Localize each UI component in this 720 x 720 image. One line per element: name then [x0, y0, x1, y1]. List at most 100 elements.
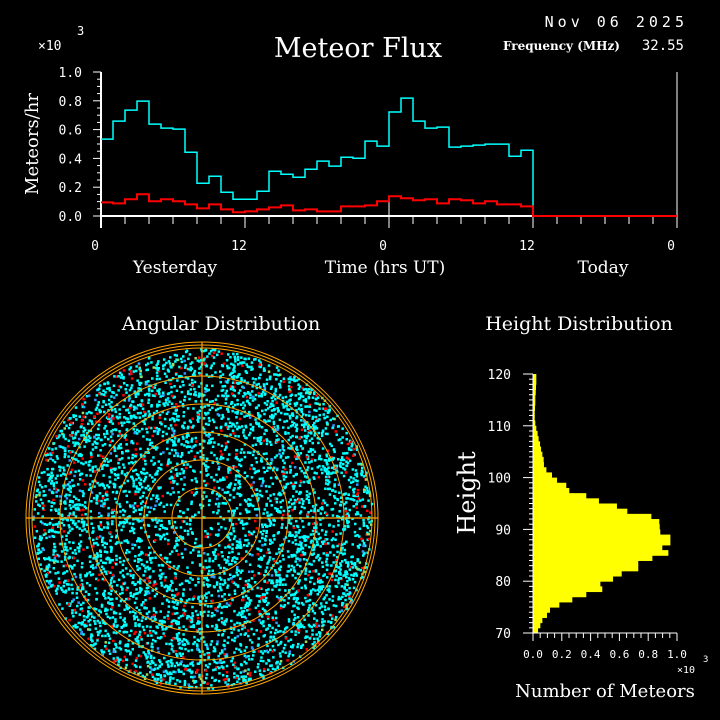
- meteor-point: [206, 482, 209, 485]
- meteor-point: [148, 557, 152, 560]
- meteor-point: [229, 471, 232, 474]
- meteor-point: [125, 391, 128, 394]
- meteor-point: [101, 482, 104, 486]
- meteor-point: [287, 509, 291, 513]
- meteor-point: [101, 467, 104, 470]
- meteor-point: [206, 614, 210, 617]
- meteor-point: [73, 504, 77, 507]
- meteor-point: [189, 362, 192, 366]
- meteor-point: [247, 504, 251, 507]
- meteor-point: [260, 587, 263, 590]
- meteor-point: [332, 604, 336, 607]
- meteor-point: [126, 479, 129, 483]
- meteor-point: [311, 633, 314, 636]
- meteor-point: [137, 623, 140, 627]
- meteor-point: [346, 565, 350, 568]
- meteor-point: [83, 438, 86, 441]
- meteor-point: [260, 558, 263, 561]
- meteor-point: [36, 488, 39, 491]
- meteor-point: [145, 514, 149, 517]
- meteor-point: [317, 441, 320, 445]
- meteor-point: [259, 613, 262, 616]
- meteor-point: [233, 665, 236, 668]
- meteor-point: [71, 479, 74, 482]
- meteor-point: [174, 360, 177, 363]
- meteor-point: [102, 561, 105, 564]
- day-label-today: Today: [578, 258, 629, 278]
- meteor-point: [69, 487, 72, 490]
- meteor-point: [301, 447, 305, 450]
- meteor-point: [205, 643, 208, 646]
- meteor-point: [257, 382, 260, 386]
- meteor-point: [236, 427, 239, 431]
- meteor-point: [242, 677, 245, 681]
- meteor-point: [220, 661, 223, 664]
- flux-y-tick-label: 0.0: [59, 210, 82, 225]
- meteor-point: [94, 608, 98, 611]
- meteor-point: [147, 610, 151, 614]
- meteor-point: [232, 575, 235, 578]
- meteor-point: [172, 432, 176, 435]
- meteor-point: [190, 675, 193, 679]
- meteor-point: [171, 645, 174, 648]
- meteor-point: [299, 510, 303, 513]
- flux-y-tick-label: 1.0: [59, 66, 82, 81]
- meteor-point: [125, 428, 128, 432]
- meteor-point: [313, 537, 316, 540]
- meteor-point: [274, 571, 278, 574]
- meteor-point: [315, 625, 318, 629]
- meteor-point: [118, 521, 122, 524]
- meteor-point: [112, 657, 115, 660]
- meteor-point: [265, 649, 269, 653]
- meteor-point: [271, 616, 274, 619]
- meteor-point: [261, 533, 264, 536]
- meteor-point: [119, 571, 122, 574]
- meteor-point: [315, 394, 318, 397]
- meteor-point: [295, 409, 298, 412]
- meteor-point: [253, 436, 256, 440]
- meteor-point: [345, 575, 348, 579]
- meteor-point: [324, 542, 327, 546]
- meteor-point: [327, 588, 331, 591]
- meteor-point: [224, 681, 227, 684]
- meteor-point: [88, 628, 92, 631]
- meteor-point: [306, 466, 310, 469]
- meteor-point: [259, 493, 262, 497]
- meteor-point: [170, 648, 174, 651]
- meteor-point: [136, 592, 139, 595]
- meteor-point: [235, 421, 239, 425]
- meteor-point: [330, 472, 333, 475]
- meteor-point: [156, 374, 159, 378]
- meteor-point: [238, 485, 242, 489]
- meteor-point: [222, 643, 225, 647]
- meteor-point: [137, 520, 141, 523]
- meteor-point: [245, 662, 248, 665]
- meteor-point: [205, 364, 208, 368]
- meteor-point: [269, 415, 272, 418]
- meteor-point: [188, 668, 191, 672]
- meteor-point: [209, 437, 213, 441]
- meteor-point: [186, 426, 190, 430]
- meteor-point: [204, 422, 208, 426]
- meteor-point: [235, 676, 238, 680]
- meteor-point: [47, 473, 51, 476]
- meteor-point: [62, 524, 66, 527]
- meteor-point: [302, 499, 305, 503]
- meteor-point: [182, 383, 185, 387]
- meteor-point: [263, 508, 267, 511]
- meteor-point: [125, 449, 128, 453]
- meteor-point: [104, 641, 107, 644]
- meteor-point: [97, 433, 100, 437]
- meteor-point: [167, 539, 170, 542]
- meteor-point: [193, 455, 197, 458]
- meteor-point: [109, 558, 112, 562]
- meteor-point: [112, 391, 115, 394]
- meteor-point: [194, 400, 197, 403]
- meteor-point: [146, 451, 149, 454]
- meteor-point: [314, 503, 318, 507]
- meteor-point: [319, 602, 323, 605]
- meteor-point: [366, 531, 369, 535]
- meteor-point: [237, 425, 240, 429]
- meteor-point: [72, 598, 75, 601]
- meteor-point: [337, 581, 340, 585]
